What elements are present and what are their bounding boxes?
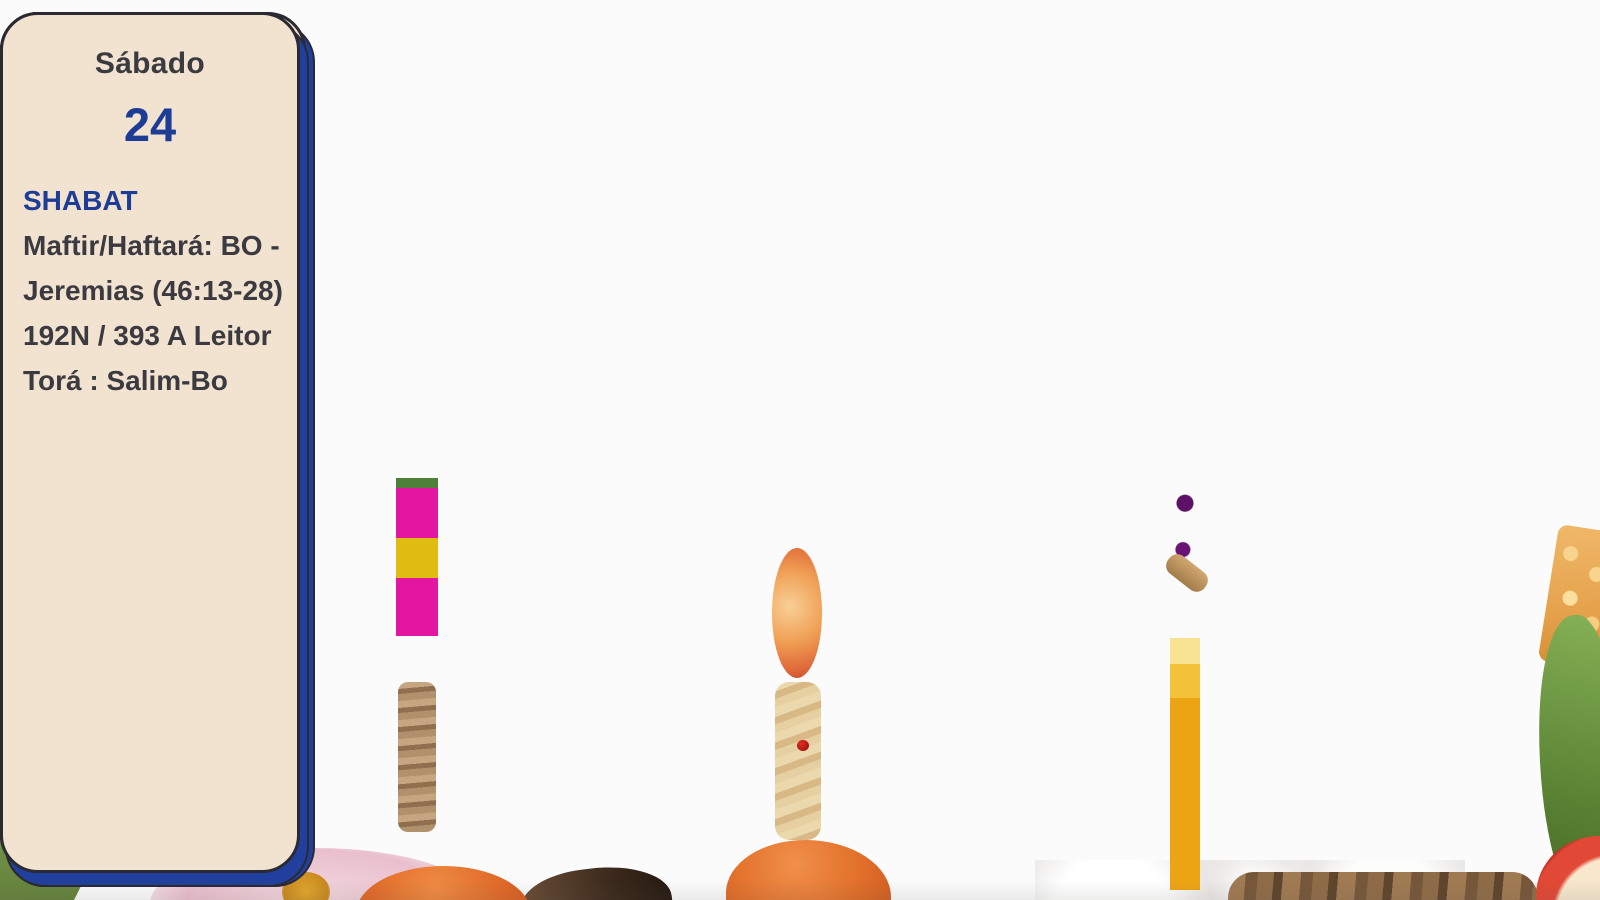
day-number: 24 [123,98,177,151]
schedule-line: Jeremias (46:13-28) [23,275,283,306]
pink-flower-center-photo [282,872,330,900]
twig-photo [398,682,436,832]
magenta-flower-photo [396,478,438,648]
schedule-line-shabat: SHABAT [23,185,138,216]
peach-photo [772,548,822,678]
bottom-shadow [0,880,1600,900]
wood-log-photo [1228,872,1538,900]
honey-jar-photo [1170,638,1200,890]
day-schedule: SHABAT Maftir/Haftará: BO - Jeremias (46… [3,178,297,403]
schedule-line: Torá : Salim-Bo [23,365,228,396]
schedule-line: Maftir/Haftará: BO - [23,230,280,261]
challah-bread-photo [775,682,821,840]
ladybug-photo [797,740,809,751]
day-card-sabado: Sábado 24 SHABAT Maftir/Haftará: BO - Je… [0,12,300,873]
day-name: Sábado [94,47,206,80]
schedule-line: 192N / 393 A Leitor [23,320,272,351]
